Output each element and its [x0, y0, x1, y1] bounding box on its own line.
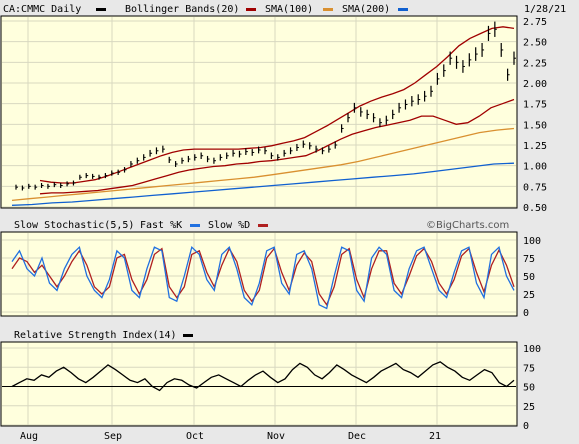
price-ytick-label: 1.75 — [523, 100, 547, 111]
stoch-ytick-label: 0 — [523, 308, 529, 319]
sma100-legend-label: SMA(100) — [265, 4, 313, 15]
rsi-line — [11, 361, 515, 392]
fastk-legend-swatch — [190, 224, 200, 227]
price-ytick-label: 2.75 — [523, 17, 547, 28]
stoch-ytick-label: 75 — [523, 254, 535, 265]
slowd-legend-swatch — [258, 224, 268, 227]
xtick-label: 21 — [429, 431, 441, 442]
fastk-line — [11, 245, 515, 310]
fastk-legend-label: Fast %K — [140, 220, 182, 231]
xtick-label: Nov — [267, 431, 285, 442]
price-ytick-label: 2.50 — [523, 38, 547, 49]
xtick-label: Sep — [104, 431, 122, 442]
stochastic-plot-area — [0, 231, 518, 317]
price-legend-swatch — [96, 8, 106, 11]
price-ytick-label: 0.75 — [523, 182, 547, 193]
stochastic-title: Slow Stochastic(5,5) — [14, 220, 134, 231]
xtick-label: Dec — [348, 431, 366, 442]
rsi-ytick-label: 75 — [523, 363, 535, 374]
sma200-legend-swatch — [398, 8, 408, 11]
bollinger-upper-line — [39, 26, 515, 184]
rsi-panel: 100 75 50 25 0 Relative Strength Index(14) — [0, 330, 541, 432]
price-ytick-label: 2.25 — [523, 58, 547, 69]
sma200-legend-label: SMA(200) — [342, 4, 390, 15]
sma200-line — [11, 162, 515, 206]
xtick-label: Aug — [20, 431, 38, 442]
stoch-ytick-label: 100 — [523, 236, 541, 247]
price-ytick-label: 1.25 — [523, 141, 547, 152]
rsi-ytick-label: 50 — [523, 383, 535, 394]
rsi-ytick-label: 0 — [523, 421, 529, 432]
bollinger-legend-swatch — [246, 8, 256, 11]
stoch-ytick-label: 25 — [523, 290, 535, 301]
price-ytick-label: 0.50 — [523, 203, 547, 214]
price-ytick-label: 2.00 — [523, 79, 547, 90]
watermark: ©BigCharts.com — [426, 220, 509, 231]
bollinger-lower-line — [39, 98, 515, 195]
date-label: 1/28/21 — [524, 4, 566, 15]
price-plot-area — [0, 15, 518, 209]
price-ytick-label: 1.50 — [523, 120, 547, 131]
rsi-plot-area — [0, 341, 518, 427]
sma100-line — [11, 127, 515, 202]
rsi-ytick-label: 100 — [523, 344, 541, 355]
price-ytick-label: 1.00 — [523, 162, 547, 173]
rsi-legend-swatch — [183, 334, 193, 337]
stoch-ytick-label: 50 — [523, 272, 535, 283]
bollinger-legend-label: Bollinger Bands(20) — [125, 4, 239, 15]
slowd-legend-label: Slow %D — [208, 220, 250, 231]
rsi-title: Relative Strength Index(14) — [14, 330, 177, 341]
rsi-ytick-label: 25 — [523, 402, 535, 413]
price-panel: 2.75 2.50 2.25 2.00 1.75 1.50 1.25 1.00 0.75 0.50… — [0, 4, 566, 214]
symbol-label: CA:CMMC Daily — [3, 4, 81, 15]
xtick-label: Oct — [186, 431, 204, 442]
sma100-legend-swatch — [323, 8, 333, 11]
slowd-line — [11, 247, 515, 307]
